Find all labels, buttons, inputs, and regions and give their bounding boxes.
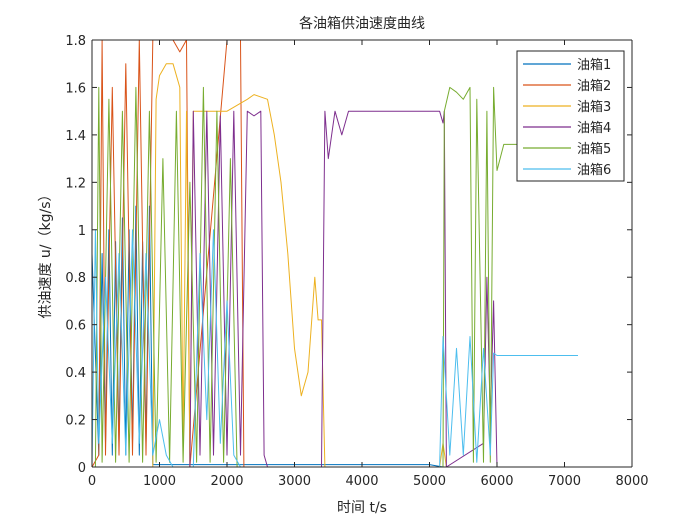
legend-label-6: 油箱6: [577, 162, 611, 178]
x-tick-label: 0: [88, 474, 96, 489]
x-tick-label: 4000: [345, 474, 378, 489]
x-tick-label: 5000: [413, 474, 446, 489]
x-tick-label: 3000: [278, 474, 311, 489]
x-axis-label: 时间 t/s: [337, 500, 387, 516]
y-tick-label: 1.4: [65, 129, 86, 144]
legend-box: [516, 50, 625, 182]
y-tick-label: 1.2: [65, 176, 86, 191]
x-ticks: 0 1000 2000 3000 4000 5000 6000 7000 8000: [88, 40, 649, 489]
y-tick-label: 1.8: [65, 34, 86, 49]
x-tick-label: 8000: [615, 474, 648, 489]
y-tick-label: 0.8: [65, 271, 86, 286]
x-tick-label: 6000: [480, 474, 513, 489]
y-tick-label: 0.2: [65, 414, 86, 429]
legend-label-2: 油箱2: [577, 78, 611, 94]
series-line-5: [92, 86, 531, 468]
legend-label-3: 油箱3: [577, 99, 611, 115]
legend-label-5: 油箱5: [577, 141, 611, 157]
y-tick-label: 0.6: [65, 319, 86, 334]
legend-label-1: 油箱1: [577, 57, 611, 73]
x-tick-label: 2000: [210, 474, 243, 489]
y-tick-label: 1.6: [65, 81, 86, 96]
y-tick-label: 1: [78, 224, 86, 239]
legend-label-4: 油箱4: [577, 120, 611, 136]
legend: 油箱1 油箱2 油箱3 油箱4 油箱5 油箱6: [516, 50, 625, 182]
series-line-6: [91, 229, 578, 468]
x-tick-label: 7000: [548, 474, 581, 489]
y-tick-label: 0: [78, 461, 86, 476]
x-tick-label: 1000: [143, 474, 176, 489]
chart-title: 各油箱供油速度曲线: [299, 16, 425, 32]
axes: [91, 39, 633, 468]
y-ticks: 0 0.2 0.4 0.6 0.8 1 1.2 1.4 1.6 1.8: [65, 34, 632, 476]
y-axis-label: 供油速度 u/（kg/s）: [38, 187, 54, 318]
y-tick-label: 0.4: [65, 366, 86, 381]
